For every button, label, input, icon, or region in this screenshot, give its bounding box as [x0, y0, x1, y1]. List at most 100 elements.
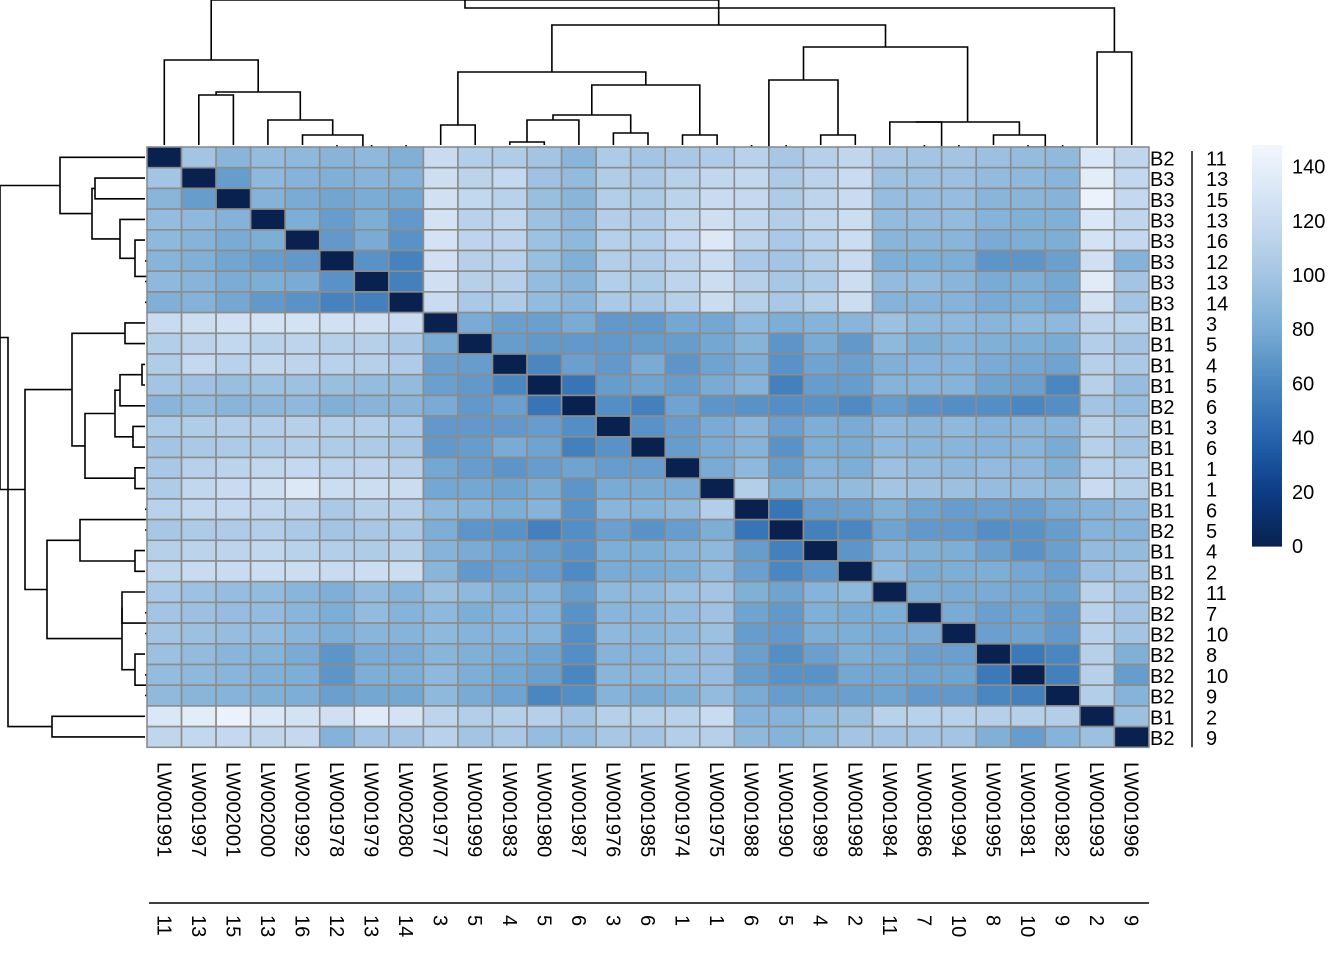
heatmap-cell [940, 166, 978, 190]
heatmap-cell [1113, 146, 1150, 169]
row-label-group: 13 [1206, 169, 1228, 191]
heatmap-cell [698, 270, 736, 293]
heatmap-cell [215, 435, 252, 459]
legend-gradient-step [1252, 475, 1282, 480]
heatmap-cell [249, 332, 286, 355]
heatmap-cell [249, 435, 286, 459]
row-label-group: 8 [1206, 645, 1217, 667]
heatmap-cell [664, 456, 701, 480]
heatmap-cell [1113, 187, 1150, 210]
heatmap-cell [1009, 373, 1047, 397]
heatmap-cell [733, 249, 770, 273]
heatmap-cell [491, 539, 528, 562]
heatmap-cell [1113, 539, 1150, 562]
heatmap-cell [768, 435, 805, 459]
heatmap-cell [318, 477, 356, 500]
heatmap-cell [318, 622, 356, 645]
heatmap-cell [733, 394, 770, 417]
heatmap-cell [698, 684, 736, 707]
heatmap-cell [975, 394, 1012, 417]
heatmap-cell [1009, 415, 1047, 438]
heatmap-cell [595, 725, 632, 749]
row-label-group: 9 [1206, 728, 1217, 750]
heatmap-cell [560, 622, 597, 645]
heatmap-cell [629, 146, 667, 169]
legend-gradient-step [1252, 385, 1282, 390]
heatmap-cell [560, 684, 597, 707]
heatmap-cell [388, 291, 425, 314]
heatmap-cell [180, 560, 217, 583]
heatmap-cell [388, 663, 425, 687]
heatmap-cell [837, 705, 874, 728]
heatmap-cell [457, 332, 494, 355]
heatmap-cell [1009, 663, 1047, 687]
heatmap-cell [629, 705, 667, 728]
heatmap-cell [1044, 435, 1081, 459]
row-label-batch: B1 [1150, 417, 1174, 439]
heatmap-cell [975, 705, 1012, 728]
heatmap-cell [975, 435, 1012, 459]
heatmap-cell [422, 518, 459, 542]
legend-gradient-step [1252, 332, 1282, 337]
heatmap-cell [388, 456, 425, 480]
heatmap-cell [698, 187, 736, 210]
heatmap-cell [215, 518, 252, 542]
legend-gradient-step [1252, 415, 1282, 420]
heatmap-cell [768, 332, 805, 355]
heatmap-cell [629, 435, 667, 459]
heatmap-cell [318, 187, 356, 210]
heatmap-cell [664, 208, 701, 231]
heatmap-cell [491, 291, 528, 314]
heatmap-cell [526, 311, 563, 335]
heatmap-cell [526, 415, 563, 438]
heatmap-cell [353, 725, 390, 749]
heatmap-cell [871, 684, 908, 707]
legend-gradient-step [1252, 425, 1282, 430]
legend-gradient-step [1252, 328, 1282, 333]
column-label-id: LW001978 [325, 762, 347, 857]
heatmap-cell [595, 373, 632, 397]
heatmap-cell [595, 435, 632, 459]
heatmap-cell [215, 332, 252, 355]
heatmap-cell [664, 518, 701, 542]
legend-gradient-step [1252, 268, 1282, 273]
legend-gradient-step [1252, 155, 1282, 159]
heatmap-cell [180, 435, 217, 459]
heatmap-cell [664, 642, 701, 666]
heatmap-cell [249, 663, 286, 687]
heatmap-cell [491, 622, 528, 645]
heatmap-cell [906, 477, 943, 500]
heatmap-cell [664, 373, 701, 397]
legend-gradient-step [1252, 342, 1282, 347]
heatmap-cell [595, 622, 632, 645]
legend-gradient-step [1252, 368, 1282, 373]
heatmap-cell [629, 456, 667, 480]
heatmap-cell [1113, 435, 1150, 459]
heatmap-cell [457, 166, 494, 190]
heatmap-cell [180, 229, 217, 252]
heatmap-cell [802, 332, 839, 355]
heatmap-cell [353, 642, 390, 666]
legend-gradient-step [1252, 492, 1282, 497]
heatmap-cell [871, 208, 908, 231]
heatmap-cell [491, 725, 528, 749]
heatmap-cell [318, 229, 356, 252]
heatmap-cell [595, 684, 632, 707]
heatmap-cell [906, 229, 943, 252]
column-label-group: 1 [705, 915, 727, 926]
heatmap-cell [249, 684, 286, 707]
heatmap-cell [422, 622, 459, 645]
legend-gradient-step [1252, 201, 1282, 206]
heatmap-cell [664, 291, 701, 314]
heatmap-cell [871, 560, 908, 583]
heatmap-cell [802, 539, 839, 562]
heatmap-cell [388, 353, 425, 376]
heatmap-cell [249, 229, 286, 252]
legend-gradient-step [1252, 148, 1282, 153]
heatmap-cell [768, 684, 805, 707]
heatmap-cell [1044, 580, 1081, 604]
legend-gradient-step [1252, 408, 1282, 413]
heatmap-cell [595, 498, 632, 521]
heatmap-cell [560, 518, 597, 542]
heatmap-cell [284, 394, 321, 417]
